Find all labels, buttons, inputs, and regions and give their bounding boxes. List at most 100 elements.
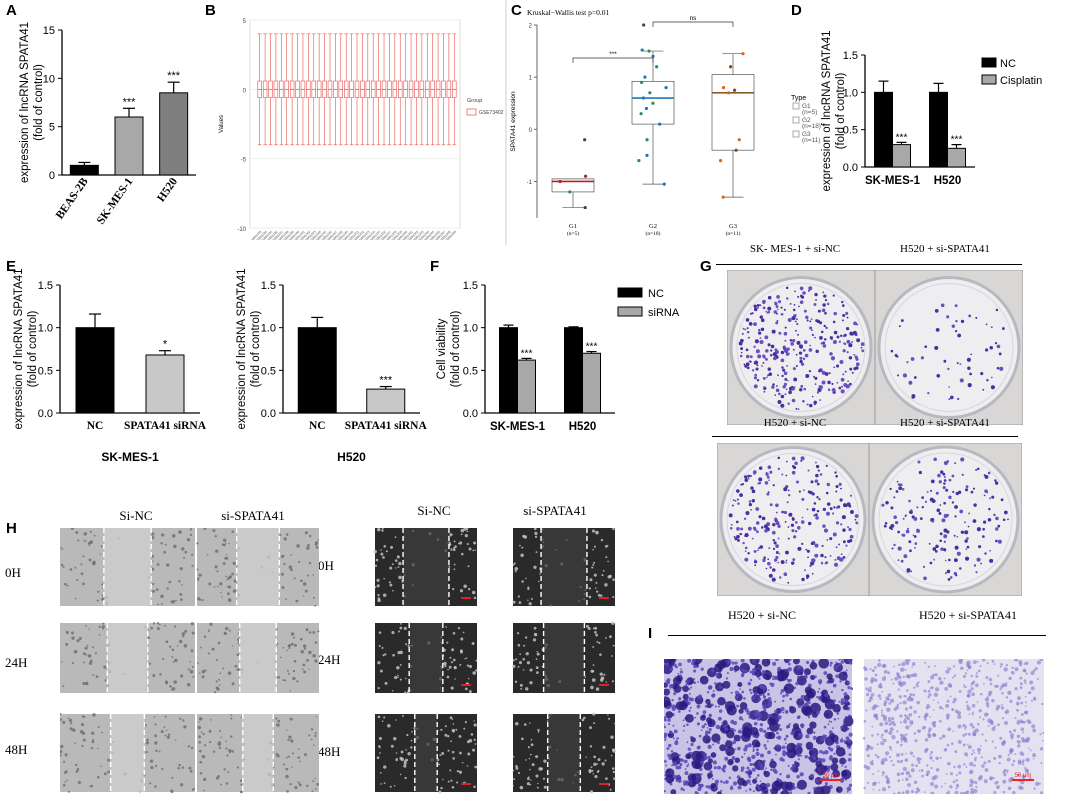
colony [970,353,972,356]
cell [289,782,292,786]
g-mid-divider [712,436,1018,437]
migrated-cell [1024,682,1027,685]
cell [60,563,64,567]
dish-rim [884,283,1014,412]
cell [224,542,227,544]
colony [946,530,950,534]
migrated-cell [722,680,731,689]
y-tick-label: -1 [527,180,533,186]
migrated-cell [829,664,832,667]
migrated-cell [989,777,993,781]
cell [230,735,233,738]
migrated-cell [984,768,989,772]
x-tick-label: GSM1891246 [316,230,333,240]
colony [895,490,899,493]
cell [304,647,307,650]
migrated-cell [994,781,998,785]
colony [955,491,959,496]
colony [792,561,795,564]
cell [214,534,217,538]
colony [753,322,757,327]
migrated-cell [1003,667,1008,672]
y-tick-label: 0.0 [463,408,478,420]
colony [827,388,831,392]
migrated-cell [980,756,983,759]
cell [60,749,63,754]
colony [800,384,804,388]
migrated-cell [887,716,891,720]
cell [214,691,217,694]
colony [808,348,813,352]
cell [514,570,517,573]
migrated-cell [895,705,900,710]
cell [531,763,535,767]
cell [529,783,532,786]
cell [77,780,81,785]
migrated-cell [669,667,674,672]
colony [943,475,946,479]
cell [452,587,455,591]
h-row-24h-left: 24H [5,655,28,670]
migrated-cell [943,677,946,680]
migrated-cell [866,745,871,750]
migrated-cell [707,744,712,750]
migrated-cell [900,740,903,743]
cell [179,717,182,720]
migrated-cell [927,729,931,733]
cell [300,579,303,583]
cell [80,563,83,566]
colony [813,514,816,517]
colony [793,303,796,306]
y-tick-label: 10 [43,73,55,85]
colony [833,366,836,369]
cell [314,787,317,790]
migrated-cell [983,761,987,765]
cell [449,533,453,537]
migrated-cell [687,659,692,663]
migrated-cell [993,725,996,728]
colony [995,516,999,521]
colony [832,339,837,345]
colony [944,559,947,562]
migrated-cell [703,761,713,771]
migrated-cell [779,692,783,695]
cell [592,645,595,648]
colony [786,460,788,463]
migrated-cell [1014,659,1019,662]
colony [853,353,856,356]
colony [900,559,904,563]
cell [202,789,205,792]
colony [748,322,753,326]
cell [447,780,450,783]
y-axis-label: (fold of control) [33,64,45,141]
migrated-cell [981,764,985,768]
migrated-cell [934,673,938,677]
colony [775,321,779,325]
culture-dish [871,445,1020,594]
cell [299,760,302,763]
colony [989,345,994,350]
migrated-cell [797,704,802,709]
migrated-cell [927,696,930,699]
cell [390,744,394,748]
migrated-cell [703,755,708,761]
colony [772,568,776,572]
colony [835,490,838,493]
cell [519,683,523,687]
colony [753,307,758,312]
cell [405,677,407,680]
cell [306,546,310,550]
colony [765,349,769,353]
colony [990,326,993,329]
migrated-cell [1032,669,1036,672]
data-point [642,23,646,27]
colony [826,302,830,306]
migrated-cell [710,669,715,673]
migrated-cell [756,717,761,721]
cell [201,754,206,759]
colony [849,534,854,539]
migrated-cell [715,673,720,678]
colony [943,513,948,519]
migrated-cell [970,674,973,678]
i-right-label: H520 + si-SPATA41 [918,608,1018,622]
